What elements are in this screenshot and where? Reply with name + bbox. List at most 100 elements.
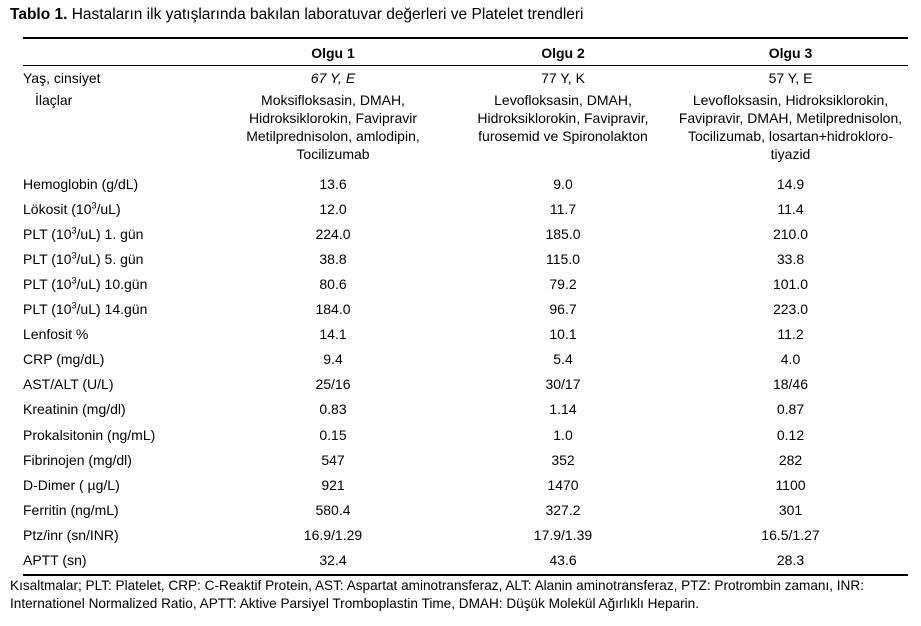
label-part: /uL) 5. gün — [76, 250, 144, 267]
abbreviations-footnote: Kısaltmalar; PLT: Platelet, CRP: C-Reakt… — [10, 578, 864, 611]
label-part: /uL) 1. gün — [76, 225, 144, 242]
top-rule — [23, 37, 908, 39]
label-part: PLT (10 — [23, 225, 72, 242]
cell-olgu-1: 13.6 — [319, 175, 347, 192]
cell-olgu-1: Moksifloksasin, DMAH, Hidroksiklorokin, … — [246, 92, 420, 163]
table-row: Prokalsitonin (ng/mL) 0.15 1.0 0.12 — [23, 422, 908, 447]
table-row: Hemoglobin (g/dL) 13.6 9.0 14.9 — [23, 171, 908, 196]
cell-olgu-1: 38.8 — [319, 250, 347, 267]
header-olgu-3: Olgu 3 — [768, 44, 813, 61]
cell-olgu-3: 28.3 — [776, 552, 805, 569]
cell-olgu-1: 0.83 — [319, 401, 347, 418]
row-label: Hemoglobin (g/dL) — [23, 175, 139, 192]
label-part: PLT (10 — [23, 250, 72, 267]
table-row: PLT (103/uL) 5. gün 38.8 115.0 33.8 — [23, 246, 908, 271]
row-label: Prokalsitonin (ng/mL) — [23, 426, 156, 443]
cell-olgu-3: 0.87 — [776, 401, 805, 418]
row-label: CRP (mg/dL) — [23, 351, 105, 368]
cell-olgu-1: 224.0 — [315, 225, 351, 242]
table-row: PLT (103/uL) 10.gün 80.6 79.2 101.0 — [23, 271, 908, 296]
cell-olgu-2: 115.0 — [546, 250, 580, 267]
label-part: /uL) 14.gün — [76, 301, 148, 318]
row-label: Fibrinojen (mg/dl) — [23, 451, 132, 468]
cell-olgu-1: 80.6 — [319, 276, 347, 293]
row-label: Kreatinin (mg/dl) — [23, 401, 126, 418]
cell-olgu-2: 1.14 — [549, 401, 577, 418]
cell-olgu-2: 17.9/1.39 — [533, 526, 593, 543]
table-row: Ptz/inr (sn/INR) 16.9/1.29 17.9/1.39 16.5/1… — [23, 522, 908, 547]
table-row: Lökosit (103/uL) 12.0 11.7 11.4 — [23, 196, 908, 221]
table-caption: Tablo 1. Hastaların ilk yatışlarında bak… — [10, 6, 584, 24]
cell-olgu-3: 1100 — [775, 476, 806, 493]
table-row: PLT (103/uL) 14.gün 184.0 96.7 223.0 — [23, 297, 908, 322]
table-row: Kreatinin (mg/dl) 0.83 1.14 0.87 — [23, 397, 908, 422]
row-label: PLT (103/uL) 10.gün — [23, 271, 213, 296]
cell-olgu-1: 580.4 — [315, 501, 351, 518]
cell-olgu-1: 921 — [321, 476, 345, 493]
unit-superscript: 3 — [71, 225, 77, 236]
cell-olgu-2: 9.0 — [553, 175, 573, 192]
table-row: Lenfosit % 14.1 10.1 11.2 — [23, 322, 908, 347]
cell-olgu-2: 352 — [551, 451, 575, 468]
label-part: PLT (10 — [23, 301, 72, 318]
cell-olgu-2: 11.7 — [549, 200, 577, 217]
row-label: PLT (103/uL) 14.gün — [23, 297, 213, 322]
cell-olgu-2: 327.2 — [545, 501, 581, 518]
row-label: Lökosit (103/uL) — [23, 196, 213, 221]
table-row-age-sex: Yaş, cinsiyet 67 Y, E 77 Y, K 57 Y, E — [23, 65, 908, 90]
cell-olgu-1: 0.15 — [319, 426, 347, 443]
table-row: PLT (103/uL) 1. gün 224.0 185.0 210.0 — [23, 221, 908, 246]
cell-olgu-2: 96.7 — [549, 301, 577, 318]
caption-prefix: Tablo 1. — [10, 6, 68, 23]
cell-olgu-3: 4.0 — [780, 351, 801, 368]
cell-olgu-1: 25/16 — [315, 376, 351, 393]
lab-rows: Hemoglobin (g/dL) 13.6 9.0 14.9 Lökosit (103… — [23, 171, 908, 573]
caption-text: Hastaların ilk yatışlarında bakılan labo… — [67, 6, 584, 23]
row-label: AST/ALT (U/L) — [23, 376, 114, 393]
row-label: Ptz/inr (sn/INR) — [23, 526, 119, 543]
row-label: APTT (sn) — [23, 552, 87, 569]
cell-olgu-1: 67 Y, E — [310, 69, 356, 86]
cell-olgu-2: 77 Y, K — [541, 69, 585, 86]
cell-olgu-2: 79.2 — [549, 276, 577, 293]
header-rule — [23, 65, 908, 66]
cell-olgu-3: 210.0 — [772, 225, 809, 242]
row-label: PLT (103/uL) 1. gün — [23, 221, 213, 246]
cell-olgu-2: 10.1 — [549, 326, 577, 343]
cell-olgu-3: 11.2 — [777, 326, 804, 343]
cell-olgu-1: 32.4 — [319, 552, 347, 569]
table-row: D-Dimer ( µg/L) 921 1470 1100 — [23, 472, 908, 497]
lab-table: Olgu 1 Olgu 2 Olgu 3 Yaş, cinsiyet 67 Y,… — [23, 40, 908, 573]
label-part: /uL) 10.gün — [76, 276, 148, 293]
cell-olgu-2: 185.0 — [545, 225, 581, 242]
unit-superscript: 3 — [71, 300, 77, 311]
unit-superscript: 3 — [71, 275, 77, 286]
label-part: Lökosit (10 — [23, 200, 92, 217]
cell-olgu-3: 18/46 — [772, 376, 809, 393]
label-part: /uL) — [96, 200, 121, 217]
cell-olgu-3: 14.9 — [776, 175, 805, 192]
cell-olgu-1: 16.9/1.29 — [303, 526, 363, 543]
table-row: CRP (mg/dL) 9.4 5.4 4.0 — [23, 347, 908, 372]
cell-olgu-3: 57 Y, E — [768, 69, 813, 86]
table-row: AST/ALT (U/L) 25/16 30/17 18/46 — [23, 372, 908, 397]
bottom-rule — [23, 574, 908, 576]
header-row: Olgu 1 Olgu 2 Olgu 3 — [23, 40, 908, 65]
cell-olgu-2: 1470 — [547, 476, 579, 493]
cell-olgu-2: 1.0 — [553, 426, 573, 443]
cell-olgu-3: Levofloksasin, Hidroksiklorokin, Favipra… — [678, 92, 903, 163]
header-olgu-2: Olgu 2 — [541, 44, 585, 61]
row-label: Lenfosit % — [23, 326, 89, 343]
cell-olgu-3: 101.0 — [772, 276, 809, 293]
cell-olgu-1: 9.4 — [323, 351, 343, 368]
cell-olgu-3: 301 — [778, 501, 803, 518]
table-row-medications: İlaçlar Moksifloksasin, DMAH, Hidroksikl… — [23, 90, 908, 171]
cell-olgu-2: 30/17 — [545, 376, 581, 393]
cell-olgu-1: 14.1 — [319, 326, 347, 343]
row-label: PLT (103/uL) 5. gün — [23, 246, 213, 271]
unit-superscript: 3 — [71, 250, 77, 261]
cell-olgu-3: 282 — [778, 451, 803, 468]
cell-olgu-2: 43.6 — [549, 552, 577, 569]
cell-olgu-3: 16.5/1.27 — [761, 526, 820, 543]
row-label: Ferritin (ng/mL) — [23, 501, 119, 518]
